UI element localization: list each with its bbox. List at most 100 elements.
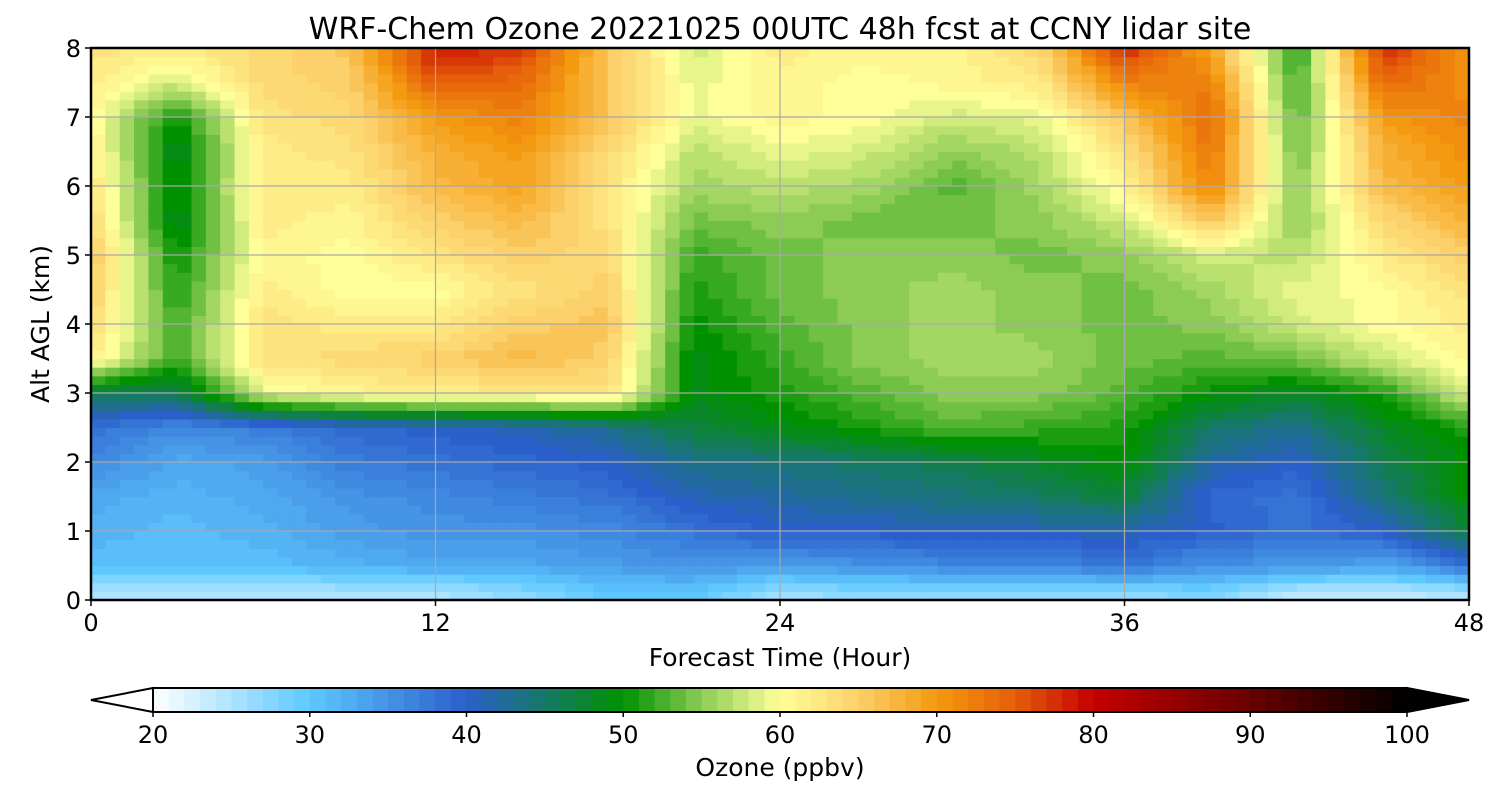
heatmap-cell [406,358,422,368]
heatmap-cell [679,496,695,506]
heatmap-cell [1081,513,1097,523]
heatmap-cell [492,462,508,472]
heatmap-cell [693,349,709,360]
heatmap-cell [507,522,523,532]
heatmap-cell [622,367,638,377]
heatmap-cell [1440,479,1456,489]
heatmap-cell [636,384,652,394]
heatmap-cell [119,229,135,239]
heatmap-cell [1153,513,1169,523]
heatmap-cell [1196,324,1212,334]
heatmap-cell [1325,522,1341,532]
heatmap-cell [995,418,1011,429]
heatmap-cell [980,177,996,187]
heatmap-cell [837,194,853,204]
heatmap-cell [248,436,264,446]
heatmap-cell [823,470,839,480]
heatmap-cell [751,246,767,256]
heatmap-cell [923,487,939,498]
heatmap-cell [1224,410,1240,420]
heatmap-cell [1167,462,1183,472]
heatmap-cell [952,582,968,592]
heatmap-cell [1110,168,1126,178]
heatmap-cell [1110,332,1126,342]
heatmap-cell [593,375,609,385]
heatmap-cell [535,324,551,334]
heatmap-cell [1268,341,1283,351]
heatmap-cell [808,384,824,394]
heatmap-cell [162,177,178,187]
heatmap-cell [966,436,982,446]
heatmap-cell [780,582,795,592]
heatmap-cell [1282,393,1298,403]
heatmap-cell [1268,582,1283,592]
heatmap-cell [607,160,623,170]
heatmap-cell [1296,367,1312,377]
heatmap-cell [937,255,953,265]
heatmap-cell [1397,384,1413,394]
heatmap-cell [751,487,767,498]
heatmap-cell [234,548,250,558]
heatmap-cell [909,574,925,584]
heatmap-cell [1268,306,1283,316]
heatmap-cell [507,177,523,187]
heatmap-cell [665,177,681,187]
heatmap-cell [765,272,781,282]
heatmap-cell [291,384,307,394]
heatmap-cell [1382,324,1398,334]
heatmap-cell [909,229,925,239]
heatmap-cell [277,341,293,351]
heatmap-cell [1282,582,1298,592]
heatmap-cell [363,384,379,394]
heatmap-cell [320,289,336,299]
heatmap-cell [1210,410,1226,420]
heatmap-cell [1325,462,1341,472]
heatmap-cell [665,324,681,334]
heatmap-cell [335,298,350,308]
heatmap-cell [851,496,867,506]
heatmap-cell [1024,229,1039,239]
heatmap-cell [622,393,638,403]
heatmap-cell [105,203,121,213]
heatmap-cell [134,211,150,222]
heatmap-cell [263,358,279,368]
heatmap-cell [205,470,221,480]
heatmap-cell [1325,211,1341,222]
heatmap-cell [736,151,752,161]
heatmap-cell [808,186,824,196]
heatmap-cell [1167,341,1183,351]
heatmap-cell [1024,565,1039,575]
heatmap-cell [708,401,724,411]
heatmap-cell [105,142,121,153]
heatmap-cell [794,574,810,584]
heatmap-cell [550,349,566,360]
heatmap-cell [205,401,221,411]
heatmap-cell [535,341,551,351]
heatmap-cell [162,556,178,567]
heatmap-cell [650,444,666,454]
heatmap-cell [579,462,594,472]
heatmap-cell [650,401,666,411]
heatmap-cell [1038,479,1054,489]
heatmap-cell [162,393,178,403]
heatmap-cell [851,565,867,575]
heatmap-cell [622,324,638,334]
heatmap-cell [1124,177,1140,187]
heatmap-cell [952,444,968,454]
heatmap-cell [823,349,839,360]
heatmap-cell [320,186,336,196]
heatmap-cell [507,487,523,498]
heatmap-cell [335,177,350,187]
heatmap-cell [320,367,336,377]
heatmap-cell [1354,151,1370,161]
heatmap-cell [464,168,480,178]
heatmap-cell [1081,168,1097,178]
heatmap-cell [277,436,293,446]
heatmap-cell [607,531,623,541]
heatmap-cell [291,462,307,472]
heatmap-cell [191,272,207,282]
heatmap-cell [1253,375,1269,385]
heatmap-cell [134,462,150,472]
heatmap-cell [579,556,594,567]
heatmap-cell [1268,462,1283,472]
